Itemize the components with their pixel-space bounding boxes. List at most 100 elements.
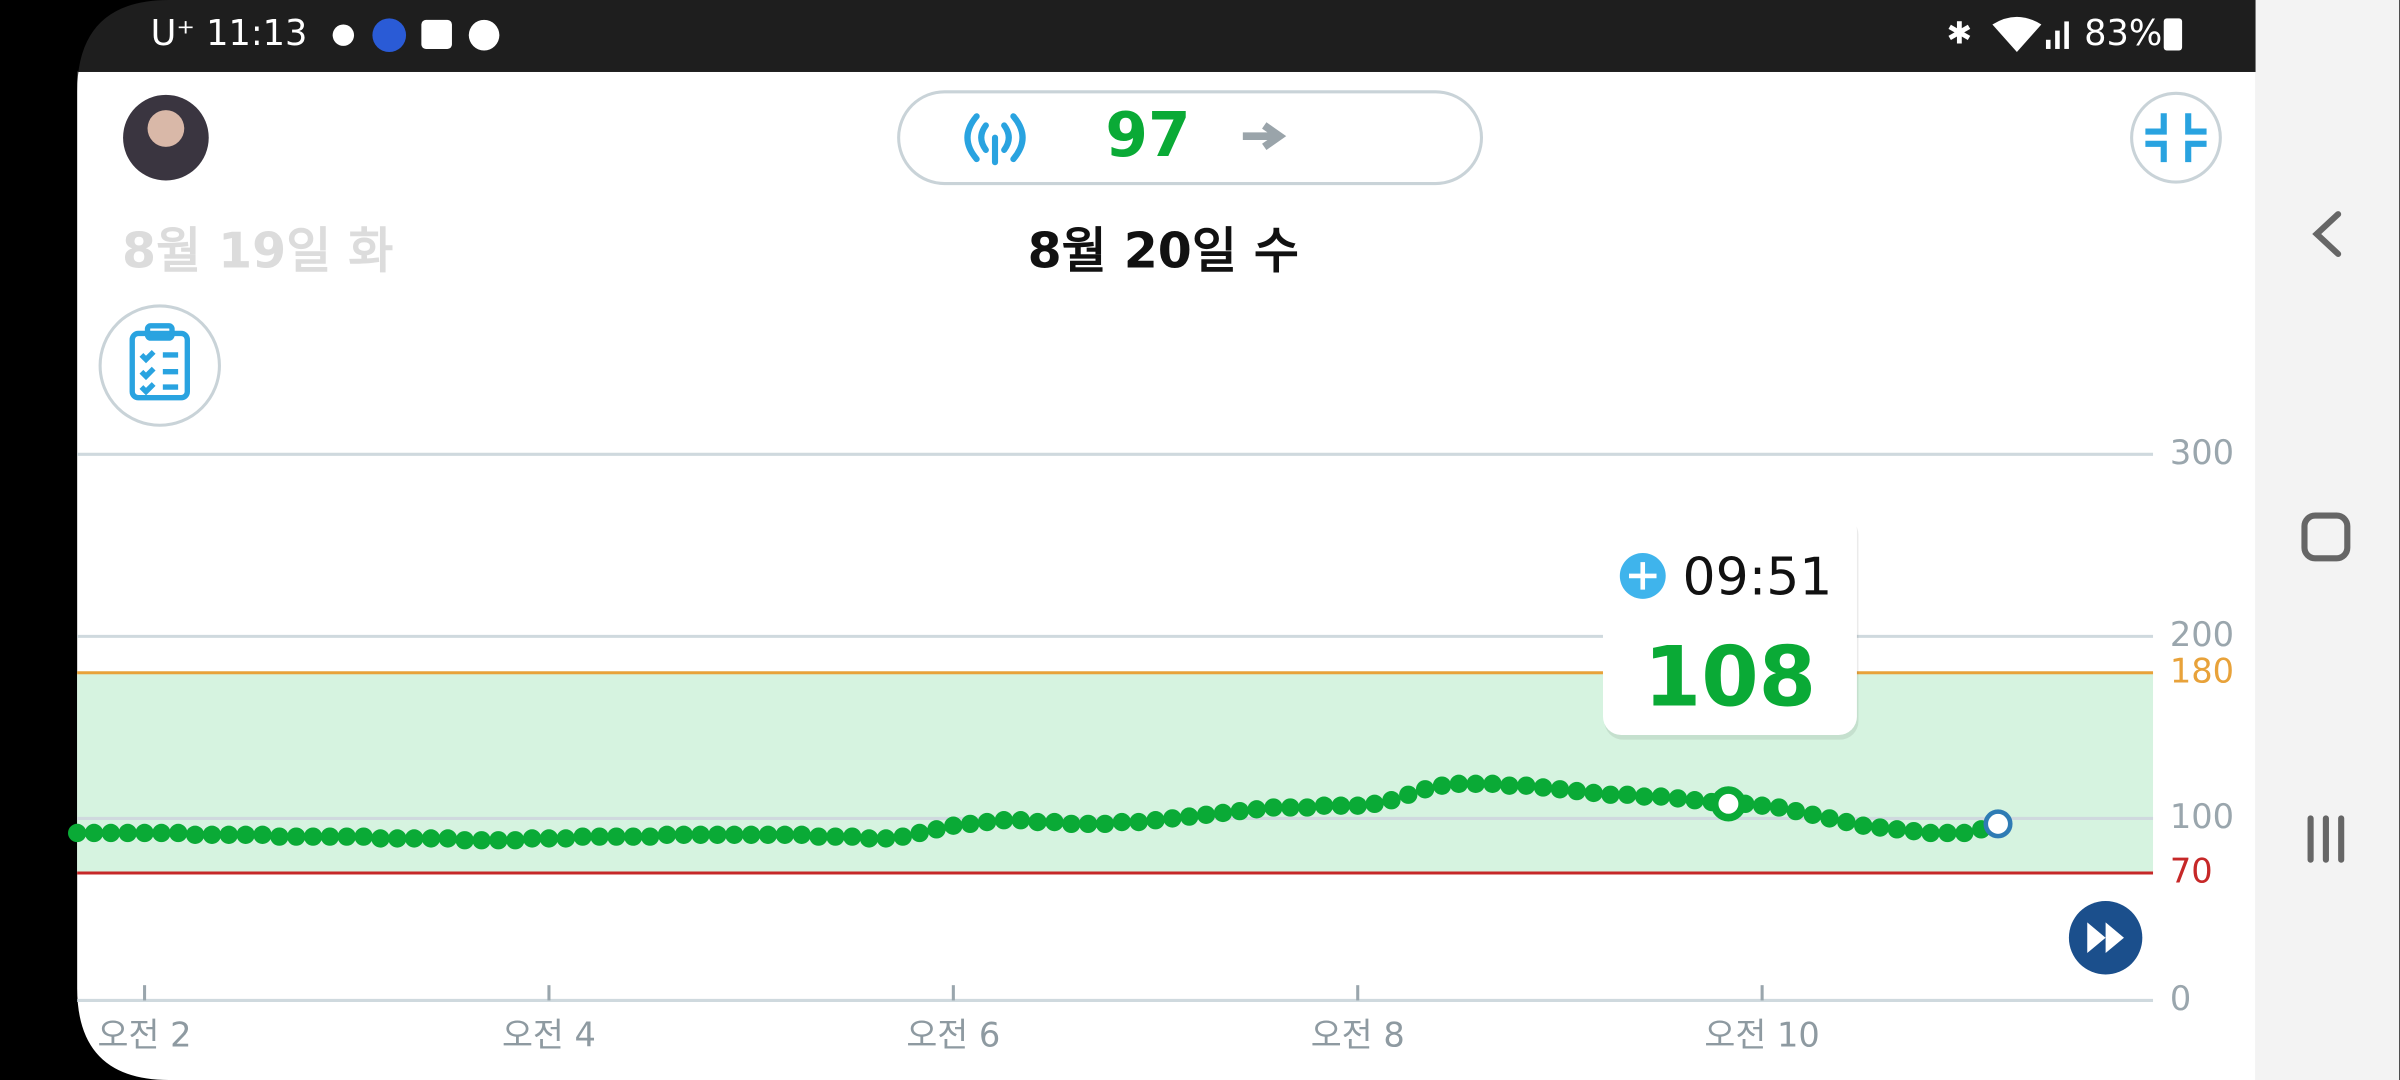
glucose-point bbox=[135, 823, 154, 843]
glucose-point bbox=[1567, 781, 1586, 801]
glucose-point bbox=[657, 825, 677, 844]
glucose-point bbox=[388, 829, 407, 848]
glucose-point bbox=[691, 825, 710, 844]
glucose-point bbox=[404, 829, 424, 848]
glucose-point bbox=[944, 816, 963, 835]
glucose-point bbox=[1668, 789, 1688, 808]
glucose-point bbox=[1752, 796, 1772, 815]
avatar-face bbox=[147, 110, 185, 147]
glucose-point bbox=[1028, 812, 1047, 832]
glucose-point bbox=[1769, 798, 1789, 817]
glucose-point bbox=[826, 827, 845, 846]
target-label: 180 bbox=[2170, 651, 2234, 690]
glucose-point bbox=[1618, 785, 1637, 804]
chart: 0 100 200 300 180 70 오전 2 오전 4 오전 6 오전 8 오전 10 09:5… bbox=[67, 433, 2234, 1055]
glucose-point bbox=[1938, 823, 1957, 843]
x-tick-label: 오전 8 bbox=[1311, 1016, 1405, 1055]
glucose-point bbox=[371, 829, 390, 848]
log-button[interactable] bbox=[98, 304, 221, 427]
glucose-point bbox=[573, 827, 592, 846]
glucose-point bbox=[1399, 785, 1418, 804]
glucose-point bbox=[674, 825, 693, 844]
status-time: U⁺ 11:13 bbox=[151, 13, 308, 54]
current-value: 97 bbox=[1105, 100, 1190, 171]
x-tick-label: 오전 10 bbox=[1704, 1016, 1819, 1055]
glucose-point bbox=[202, 825, 222, 844]
status-bar bbox=[77, 0, 2256, 92]
glucose-point bbox=[421, 829, 441, 848]
glucose-point bbox=[859, 829, 879, 848]
signal-icon bbox=[964, 113, 1026, 166]
glucose-point bbox=[556, 829, 575, 848]
reading-pill[interactable] bbox=[897, 90, 1484, 186]
glucose-point bbox=[1045, 812, 1064, 832]
glucose-point bbox=[910, 823, 929, 843]
glucose-point bbox=[219, 825, 238, 844]
glucose-point bbox=[590, 827, 609, 846]
glucose-point bbox=[84, 823, 104, 843]
tooltip-time: 09:51 bbox=[1683, 548, 1833, 608]
glucose-point bbox=[1820, 809, 1839, 828]
glucose-point bbox=[1449, 774, 1469, 794]
glucose-point bbox=[169, 823, 188, 843]
glucose-point bbox=[893, 827, 912, 846]
glucose-point bbox=[337, 827, 356, 846]
collapse-button[interactable] bbox=[2130, 91, 2222, 184]
glucose-point bbox=[1180, 807, 1199, 826]
glucose-point bbox=[1348, 796, 1367, 815]
glucose-point bbox=[236, 825, 255, 844]
glucose-point bbox=[1786, 801, 1805, 821]
glucose-point bbox=[1230, 801, 1249, 821]
current-date: 8월 20일 수 bbox=[1028, 222, 1299, 279]
glucose-point bbox=[1112, 812, 1132, 832]
tooltip bbox=[1602, 511, 1857, 736]
target-label: 70 bbox=[2170, 852, 2213, 891]
glucose-point bbox=[876, 829, 896, 848]
glucose-point bbox=[1854, 816, 1873, 835]
glucose-point bbox=[1196, 805, 1216, 824]
glucose-point bbox=[354, 827, 373, 846]
selected-point bbox=[1710, 786, 1747, 822]
glucose-point bbox=[455, 831, 474, 850]
previous-date[interactable]: 8월 19일 화 bbox=[122, 222, 393, 279]
glucose-point bbox=[1634, 787, 1654, 806]
glucose-point bbox=[1870, 818, 1890, 837]
glucose-point bbox=[1533, 778, 1553, 797]
current-point bbox=[1983, 809, 2013, 839]
collapse-icon bbox=[2145, 113, 2207, 163]
glucose-point bbox=[1011, 811, 1030, 830]
glucose-point bbox=[1213, 803, 1233, 823]
glucose-point bbox=[1955, 823, 1974, 843]
glucose-point bbox=[1500, 776, 1519, 795]
glucose-point bbox=[775, 825, 795, 844]
glucose-point bbox=[607, 827, 626, 846]
glucose-point bbox=[1601, 785, 1620, 804]
nav-icons[interactable] bbox=[2301, 211, 2351, 863]
glucose-point bbox=[1685, 791, 1704, 810]
glucose-point bbox=[1887, 820, 1907, 839]
glucose-point bbox=[1062, 814, 1081, 834]
y-tick-label: 100 bbox=[2170, 797, 2234, 836]
glucose-point bbox=[1466, 774, 1485, 794]
x-tick-label: 오전 6 bbox=[906, 1016, 1000, 1055]
glucose-point bbox=[1415, 780, 1435, 799]
glucose-point bbox=[522, 829, 542, 848]
glucose-point bbox=[506, 831, 525, 850]
trend-arrow bbox=[1242, 122, 1287, 150]
glucose-point bbox=[1432, 776, 1452, 795]
x-tick-label: 오전 2 bbox=[98, 1016, 192, 1055]
glucose-point bbox=[1129, 812, 1148, 832]
glucose-point bbox=[1803, 805, 1822, 824]
glucose-point bbox=[994, 811, 1014, 830]
glucose-point bbox=[489, 831, 508, 850]
glucose-point bbox=[438, 829, 458, 848]
glucose-point bbox=[758, 825, 778, 844]
glucose-point bbox=[1298, 798, 1317, 817]
glucose-point bbox=[624, 827, 643, 846]
glucose-point bbox=[539, 829, 559, 848]
glucose-point bbox=[287, 827, 306, 846]
tooltip-value: 108 bbox=[1644, 629, 1816, 725]
glucose-point bbox=[1517, 776, 1536, 795]
glucose-point bbox=[1382, 791, 1401, 810]
